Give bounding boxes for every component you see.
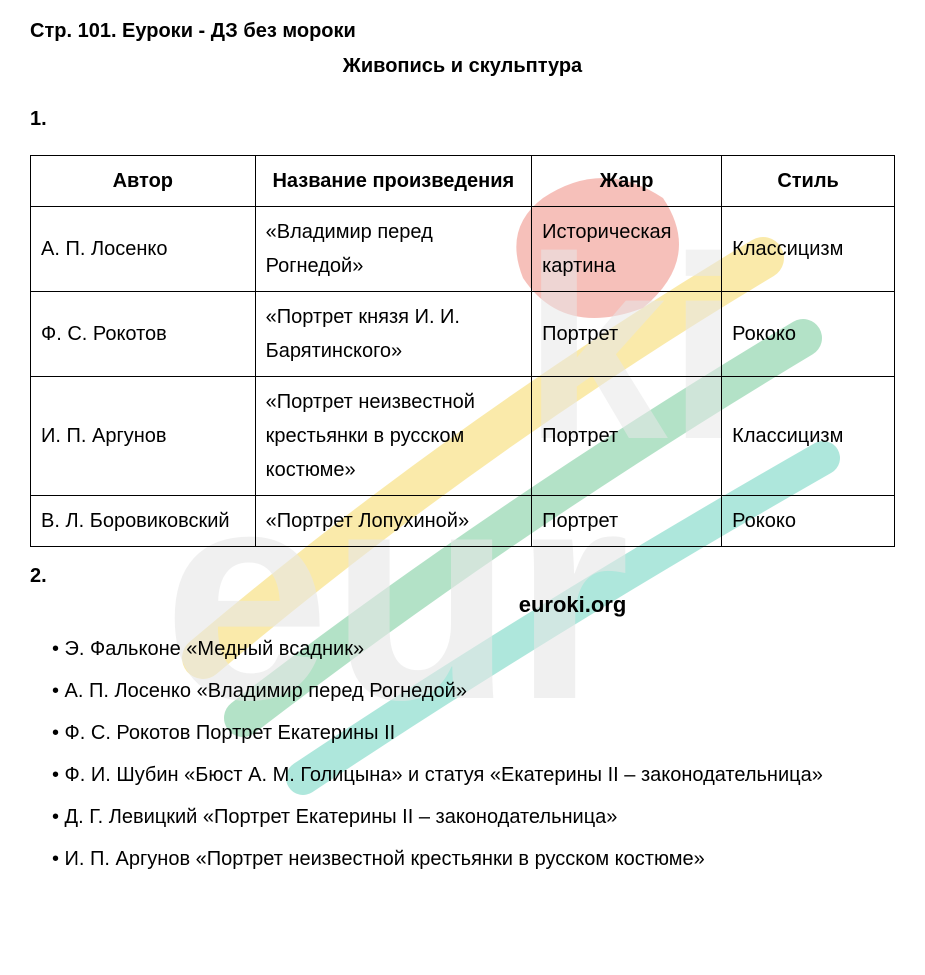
cell-author: А. П. Лосенко <box>31 207 256 292</box>
table-header-row: Автор Название произведения Жанр Стиль <box>31 156 895 207</box>
list-item: • Э. Фальконе «Медный всадник» <box>30 628 895 670</box>
cell-genre: Портрет <box>532 292 722 377</box>
section-2-number: 2. <box>30 565 895 588</box>
list-item: • Ф. И. Шубин «Бюст А. М. Голицына» и ст… <box>30 754 895 796</box>
cell-genre: Портрет <box>532 377 722 496</box>
list-item: • И. П. Аргунов «Портрет неизвестной кре… <box>30 838 895 880</box>
col-header-genre: Жанр <box>532 156 722 207</box>
cell-style: Рококо <box>722 292 895 377</box>
cell-author: В. Л. Боровиковский <box>31 496 256 547</box>
table-row: В. Л. Боровиковский «Портрет Лопухиной» … <box>31 496 895 547</box>
table-row: А. П. Лосенко «Владимир перед Рогнедой» … <box>31 207 895 292</box>
cell-style: Классицизм <box>722 377 895 496</box>
col-header-author: Автор <box>31 156 256 207</box>
cell-author: И. П. Аргунов <box>31 377 256 496</box>
list-item: • Д. Г. Левицкий «Портрет Екатерины II –… <box>30 796 895 838</box>
list-item: • А. П. Лосенко «Владимир перед Рогнедой… <box>30 670 895 712</box>
page-title: Живопись и скульптура <box>30 55 895 78</box>
table-row: Ф. С. Рокотов «Портрет князя И. И. Барят… <box>31 292 895 377</box>
table-row: И. П. Аргунов «Портрет неизвестной крест… <box>31 377 895 496</box>
col-header-work: Название произведения <box>255 156 531 207</box>
section-1-number: 1. <box>30 108 895 131</box>
artworks-table: Автор Название произведения Жанр Стиль А… <box>30 155 895 547</box>
cell-work: «Владимир перед Рогнедой» <box>255 207 531 292</box>
cell-style: Классицизм <box>722 207 895 292</box>
col-header-style: Стиль <box>722 156 895 207</box>
list-item: • Ф. С. Рокотов Портрет Екатерины II <box>30 712 895 754</box>
artworks-list: • Э. Фальконе «Медный всадник» • А. П. Л… <box>30 628 895 880</box>
cell-style: Рококо <box>722 496 895 547</box>
cell-author: Ф. С. Рокотов <box>31 292 256 377</box>
cell-work: «Портрет Лопухиной» <box>255 496 531 547</box>
site-label: euroki.org <box>30 592 895 618</box>
cell-genre: Портрет <box>532 496 722 547</box>
cell-work: «Портрет князя И. И. Барятинского» <box>255 292 531 377</box>
page-header: Стр. 101. Еуроки - ДЗ без мороки <box>30 20 895 43</box>
cell-work: «Портрет неизвестной крестьянки в русско… <box>255 377 531 496</box>
cell-genre: Историческая картина <box>532 207 722 292</box>
